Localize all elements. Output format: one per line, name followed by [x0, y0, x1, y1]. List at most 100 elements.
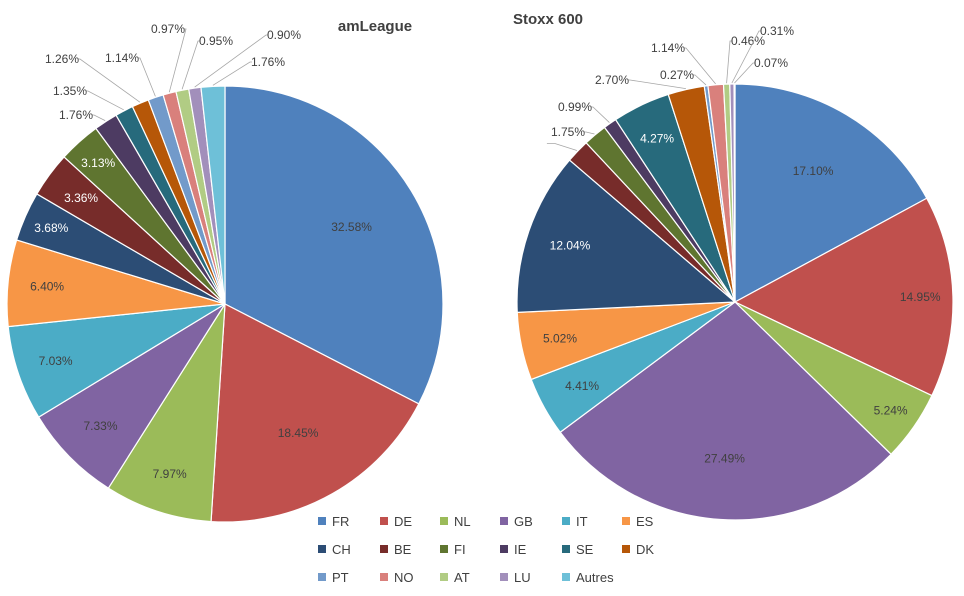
- pie-slice-autres: [733, 83, 736, 303]
- data-label-fr: 17.10%: [793, 164, 834, 178]
- legend-swatch-ch: [318, 545, 326, 553]
- pie-slice-gb: [37, 303, 226, 489]
- leader-line: [194, 34, 268, 88]
- data-label-fi: 3.13%: [81, 156, 115, 170]
- pie-stoxx600: 17.10% 14.95% 5.24% 27.49% 4.41% 5.02% 12.04% 1…: [516, 24, 954, 521]
- data-label-lu: 0.90%: [267, 28, 301, 42]
- legend-label-ch: CH: [332, 542, 351, 557]
- pie-amleague: 32.58% 18.45% 7.97% 7.33% 7.03% 6.40% 3.68% 3.3…: [6, 22, 444, 523]
- pie-slice-de: [733, 197, 954, 397]
- leader-line: [138, 57, 156, 97]
- leader-line: [591, 106, 610, 123]
- legend-swatch-dk: [622, 545, 630, 553]
- data-label-fr: 32.58%: [331, 220, 372, 234]
- legend-label-gb: GB: [514, 514, 533, 529]
- leader-line: [726, 40, 732, 84]
- legend-swatch-pt: [318, 573, 326, 581]
- data-label-it: 7.03%: [39, 354, 73, 368]
- legend-swatch-fr: [318, 517, 326, 525]
- leader-line: [78, 58, 141, 103]
- legend-label-autres: Autres: [576, 570, 614, 585]
- pie-slice-nl: [107, 303, 226, 523]
- legend-label-ie: IE: [514, 542, 527, 557]
- leader-line: [734, 62, 755, 84]
- legend-swatch-lu: [500, 573, 508, 581]
- data-label-autres: 1.76%: [251, 55, 285, 69]
- data-label-de: 18.45%: [278, 426, 319, 440]
- leader-line: [731, 30, 761, 84]
- leader-line: [628, 79, 686, 89]
- legend-label-fr: FR: [332, 514, 349, 529]
- data-label-pt: 0.27%: [660, 68, 694, 82]
- leader-line: [212, 61, 252, 86]
- data-label-nl: 7.97%: [153, 467, 187, 481]
- data-label-fi: 1.75%: [551, 125, 585, 139]
- data-label-es: 5.02%: [543, 332, 577, 346]
- pie-slice-gb: [559, 301, 892, 521]
- chart-title-amleague: amLeague: [338, 18, 412, 35]
- data-label-gb: 7.33%: [83, 419, 117, 433]
- leader-line: [92, 114, 106, 121]
- legend-label-fi: FI: [454, 542, 466, 557]
- data-label-pt: 1.14%: [105, 51, 139, 65]
- legend-swatch-be: [380, 545, 388, 553]
- leader-line: [684, 47, 716, 85]
- legend-swatch-gb: [500, 517, 508, 525]
- legend-swatch-de: [380, 517, 388, 525]
- legend-label-lu: LU: [514, 570, 531, 585]
- leader-line: [693, 74, 707, 86]
- data-label-es: 6.40%: [30, 280, 64, 294]
- pie-slice-fr: [734, 83, 928, 304]
- data-label-it: 4.41%: [565, 379, 599, 393]
- data-label-no: 0.97%: [151, 22, 185, 36]
- legend-swatch-se: [562, 545, 570, 553]
- legend-swatch-no: [380, 573, 388, 581]
- legend-swatch-ie: [500, 545, 508, 553]
- data-label-dk: 1.26%: [45, 52, 79, 66]
- leader-line: [181, 40, 200, 90]
- legend-swatch-es: [622, 517, 630, 525]
- leader-line: [584, 131, 595, 135]
- data-label-at: 0.95%: [199, 34, 233, 48]
- data-label-ch: 12.04%: [550, 238, 591, 252]
- legend-swatch-nl: [440, 517, 448, 525]
- pie-slice-ch: [516, 159, 737, 314]
- legend-label-it: IT: [576, 514, 588, 529]
- legend-swatch-autres: [562, 573, 570, 581]
- legend-label-be: BE: [394, 542, 412, 557]
- legend-swatch-fi: [440, 545, 448, 553]
- leader-line: [168, 28, 187, 93]
- legend-label-dk: DK: [636, 542, 654, 557]
- data-label-autres: 0.07%: [754, 56, 788, 70]
- legend-label-se: SE: [576, 542, 594, 557]
- data-label-lu: 0.31%: [760, 24, 794, 38]
- data-label-at: 0.46%: [731, 34, 765, 48]
- pie-slice-fr: [224, 85, 444, 405]
- pie-slice-autres: [200, 85, 226, 305]
- data-label-dk: 2.70%: [595, 73, 629, 87]
- data-label-se: 4.27%: [640, 132, 674, 146]
- legend-label-es: ES: [636, 514, 654, 529]
- legend-label-nl: NL: [454, 514, 471, 529]
- leader-line: [86, 90, 124, 111]
- pie-slice-de: [210, 303, 420, 523]
- legend: FR DE NL GB IT ES CH BE FI IE SE DK PT NO AT LU Autres: [318, 514, 654, 585]
- legend-label-pt: PT: [332, 570, 349, 585]
- data-label-be: 3.36%: [64, 191, 98, 205]
- leader-line: [546, 143, 578, 151]
- data-label-nl: 5.24%: [874, 403, 908, 417]
- legend-label-de: DE: [394, 514, 412, 529]
- data-label-ch: 3.68%: [34, 221, 68, 235]
- legend-swatch-it: [562, 517, 570, 525]
- legend-swatch-at: [440, 573, 448, 581]
- chart-title-stoxx600: Stoxx 600: [513, 11, 583, 28]
- data-label-se: 1.35%: [53, 84, 87, 98]
- data-label-gb: 27.49%: [704, 452, 745, 466]
- legend-label-at: AT: [454, 570, 470, 585]
- data-label-ie: 1.76%: [59, 108, 93, 122]
- data-label-no: 1.14%: [651, 41, 685, 55]
- legend-label-no: NO: [394, 570, 414, 585]
- data-label-de: 14.95%: [900, 290, 941, 304]
